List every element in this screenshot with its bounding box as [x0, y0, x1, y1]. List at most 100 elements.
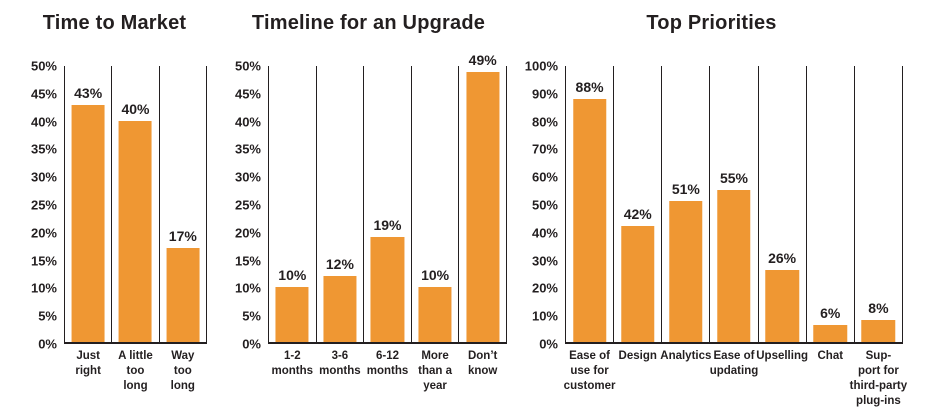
bar [572, 99, 607, 342]
bar-value-label: 17% [168, 228, 197, 245]
bar-value-label: 26% [768, 250, 797, 267]
bar [370, 237, 405, 342]
y-tick-label: 40% [531, 225, 558, 241]
y-tick-label: 20% [234, 225, 261, 241]
chart-top-priorities: Top Priorities 100% 90% 80% 70% 60% 50% 40% 30%… [520, 10, 907, 407]
y-tick-label: 25% [30, 197, 57, 213]
y-tick-label: 50% [30, 58, 57, 74]
bar-value-label: 6% [820, 305, 841, 322]
category-label: More than a year [418, 350, 453, 392]
y-tick-label: 0% [242, 336, 261, 352]
y-tick-label: 20% [30, 225, 57, 241]
category-label: 1-2 months [271, 350, 314, 377]
chart-time-to-market: Time to Market 50% 45% 40% 35% 30% 25% 20% 15% 1… [22, 10, 207, 392]
y-tick-label: 80% [531, 114, 558, 130]
bar-value-label: 42% [623, 206, 652, 223]
y-axis: 100% 90% 80% 70% 60% 50% 40% 30% 20% 10% 0% [520, 59, 565, 352]
category-cell: 10% More than a year [412, 66, 460, 392]
category-cell: 42% Design [614, 66, 663, 362]
y-tick-label: 10% [30, 280, 57, 296]
bar [71, 104, 105, 342]
category-cell: 49% Don’t know [459, 52, 507, 377]
y-tick-label: 100% [524, 58, 558, 74]
y-tick-label: 45% [234, 86, 261, 102]
y-axis: 50% 45% 40% 35% 30% 25% 20% 15% 10% 5% 0% [230, 59, 268, 352]
bar [620, 226, 655, 342]
bar-value-label: 43% [74, 84, 103, 101]
bar-value-label: 40% [121, 101, 150, 118]
y-tick-label: 70% [531, 141, 558, 157]
category-label: Don’t know [467, 350, 498, 377]
plot-area: 88% Ease of use for customer 42% Design 51% A… [564, 66, 907, 407]
bar [813, 325, 847, 342]
category-label: Design [618, 350, 657, 362]
y-tick-label: 30% [531, 253, 558, 269]
bar [466, 71, 500, 342]
category-cell: 17% Way too long [160, 66, 207, 392]
y-tick-label: 60% [531, 169, 558, 185]
bar [765, 270, 799, 342]
bar [166, 248, 200, 342]
bar [669, 201, 703, 342]
chart-body: 50% 45% 40% 35% 30% 25% 20% 15% 10% 5% 0% 43% Just … [22, 59, 207, 392]
y-tick-label: 40% [30, 114, 57, 130]
category-label: 6-12 months [366, 350, 409, 377]
chart-title: Top Priorities [646, 12, 777, 34]
category-label: Ease of use for customer [563, 350, 616, 392]
y-axis: 50% 45% 40% 35% 30% 25% 20% 15% 10% 5% 0% [22, 59, 64, 352]
y-tick-label: 35% [234, 141, 261, 157]
category-cell: 51% Analytics [660, 66, 711, 362]
y-tick-label: 5% [38, 308, 57, 324]
category-label: Analytics [660, 350, 712, 362]
chart-timeline-for-upgrade: Timeline for an Upgrade 50% 45% 40% 35% 30% 2… [230, 10, 507, 392]
plot-area: 43% Just right 40% A little too long 17% Way … [64, 66, 207, 392]
y-tick-label: 40% [234, 114, 261, 130]
category-cell: 88% Ease of use for customer [564, 66, 615, 392]
bar-value-label: 19% [373, 217, 402, 234]
bar [418, 286, 452, 342]
category-label: Ease of updating [709, 350, 759, 377]
category-cell: 8% Sup- port for third-party plug-ins [850, 66, 907, 407]
chart-body: 50% 45% 40% 35% 30% 25% 20% 15% 10% 5% 0% 10% 1-2 m… [230, 52, 507, 392]
category-cell: 26% Upselling [756, 66, 808, 362]
category-cell: 40% A little too long [112, 66, 160, 392]
bar-value-label: 10% [278, 266, 307, 283]
y-tick-label: 30% [234, 169, 261, 185]
category-cell: 6% Chat [807, 66, 855, 362]
bar-value-label: 51% [671, 181, 700, 198]
y-tick-label: 10% [234, 280, 261, 296]
plot-area: 10% 1-2 months 12% 3-6 months 19% 6-12 months… [268, 52, 507, 392]
bar-value-label: 12% [325, 255, 354, 272]
bar-value-label: 49% [468, 51, 497, 68]
bar-value-label: 88% [575, 79, 604, 96]
bar-value-label: 10% [421, 266, 450, 283]
y-tick-label: 20% [531, 280, 558, 296]
y-tick-label: 35% [30, 141, 57, 157]
category-cell: 43% Just right [65, 66, 113, 377]
bar [275, 286, 309, 342]
category-cell: 55% Ease of updating [710, 66, 759, 377]
y-tick-label: 15% [30, 253, 57, 269]
category-label: Sup- port for third-party plug-ins [849, 350, 908, 407]
y-tick-label: 50% [531, 197, 558, 213]
category-cell: 10% 1-2 months [269, 66, 317, 377]
category-label: Chat [817, 350, 844, 362]
category-label: 3-6 months [319, 350, 361, 377]
y-tick-label: 30% [30, 169, 57, 185]
category-label: Just right [75, 350, 101, 377]
bar [717, 190, 751, 342]
y-tick-label: 5% [242, 308, 261, 324]
category-cell: 19% 6-12 months [364, 66, 412, 377]
category-cell: 12% 3-6 months [317, 66, 365, 377]
y-tick-label: 90% [531, 86, 558, 102]
category-label: Way too long [170, 350, 195, 392]
y-tick-label: 50% [234, 58, 261, 74]
y-tick-label: 10% [531, 308, 558, 324]
bar-value-label: 8% [868, 299, 889, 316]
y-tick-label: 45% [30, 86, 57, 102]
y-tick-label: 0% [38, 336, 57, 352]
bar-value-label: 55% [719, 170, 748, 187]
bar [119, 121, 152, 342]
bar [861, 319, 896, 342]
